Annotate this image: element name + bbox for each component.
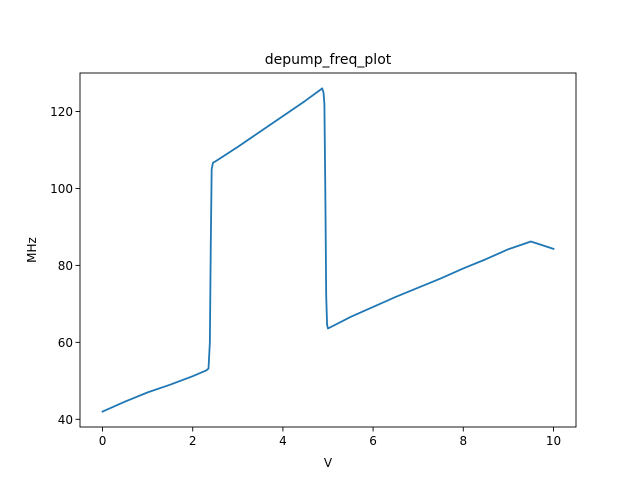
x-axis-label: V	[324, 456, 333, 470]
series-line-0	[101, 87, 555, 413]
x-tick-label: 10	[546, 434, 561, 448]
x-tick-label: 2	[189, 434, 197, 448]
y-tick-label: 60	[58, 336, 73, 350]
chart-title: depump_freq_plot	[265, 52, 392, 68]
y-tick-label: 100	[50, 182, 73, 196]
x-tick-label: 8	[459, 434, 467, 448]
y-tick-label: 80	[58, 259, 73, 273]
x-tick-label: 4	[279, 434, 287, 448]
axes-frame	[79, 72, 577, 428]
axes-layer: 0 2 4 6 8 10 40 60 80 100 120	[50, 72, 577, 448]
y-tick-label: 40	[58, 413, 73, 427]
y-axis-label: MHz	[25, 237, 39, 263]
x-tick-label: 0	[99, 434, 107, 448]
plot-layer	[101, 87, 555, 413]
x-tick-label: 6	[369, 434, 377, 448]
y-tick-label: 120	[50, 105, 73, 119]
